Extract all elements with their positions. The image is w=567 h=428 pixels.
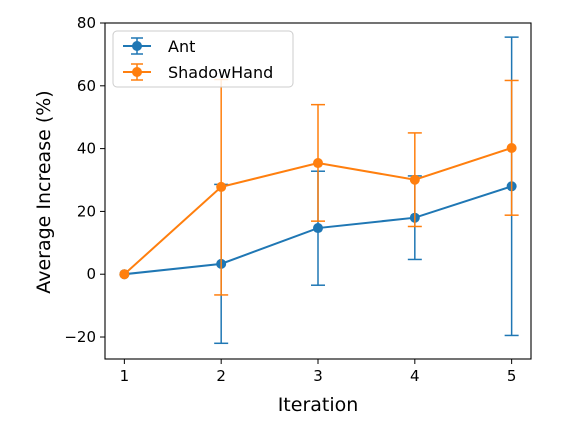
y-tick-label: 20	[77, 202, 96, 220]
y-tick-label: 40	[77, 140, 96, 158]
data-point	[313, 158, 323, 169]
legend-label: ShadowHand	[168, 63, 273, 82]
legend-marker	[132, 67, 142, 77]
x-axis: 1 2 3 4 5	[120, 359, 517, 385]
legend-marker	[132, 41, 142, 51]
x-tick-label: 2	[216, 367, 226, 385]
x-tick-label: 1	[120, 367, 130, 385]
x-tick-label: 5	[507, 367, 517, 385]
y-tick-label: 60	[77, 77, 96, 95]
data-point	[216, 181, 227, 192]
legend-item-shadowhand: ShadowHand	[123, 63, 273, 82]
y-tick-label: 80	[77, 14, 96, 32]
data-point	[409, 174, 420, 185]
legend: Ant ShadowHand	[112, 30, 294, 88]
series-shadowhand	[119, 78, 519, 296]
data-point	[313, 223, 323, 234]
y-axis-label: Average Increase (%)	[33, 90, 55, 293]
data-point	[119, 269, 130, 280]
y-tick-label: −20	[64, 328, 96, 346]
legend-box	[112, 30, 294, 88]
y-tick-label: 0	[86, 265, 96, 283]
x-tick-label: 3	[313, 367, 323, 385]
x-tick-label: 4	[410, 367, 420, 385]
legend-label: Ant	[168, 37, 195, 56]
data-point	[506, 142, 517, 153]
legend-item-ant: Ant	[123, 37, 195, 56]
y-axis: −20 0 20 40 60 80	[64, 14, 105, 346]
x-axis-label: Iteration	[278, 394, 359, 416]
